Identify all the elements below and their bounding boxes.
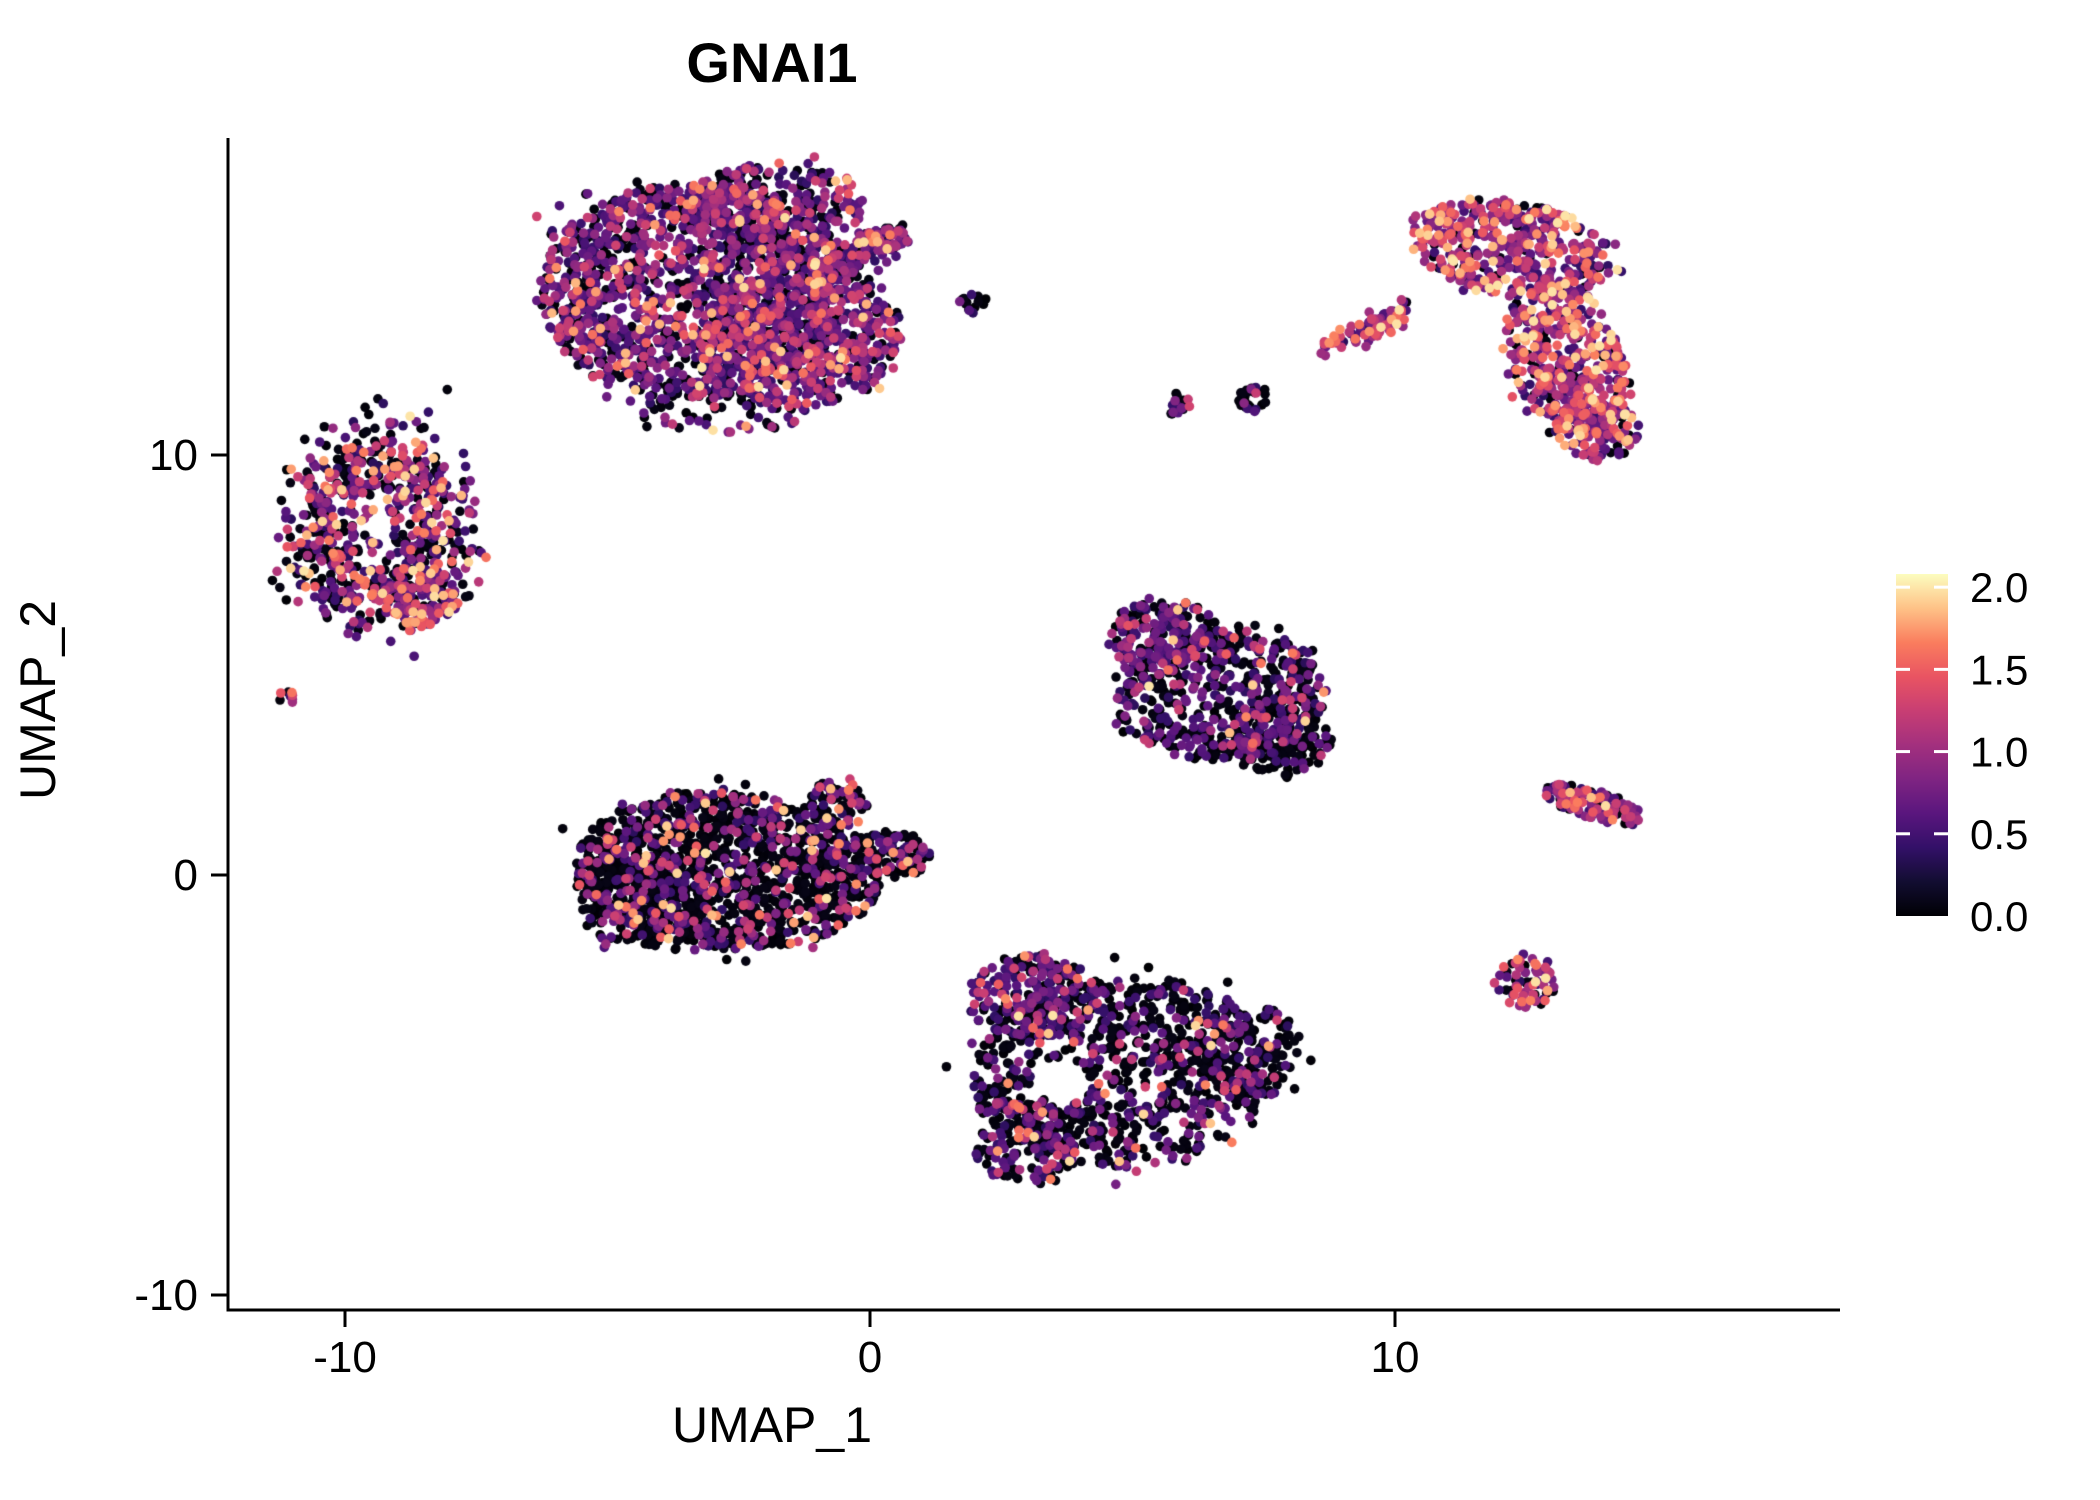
y-axis-label: UMAP_2 <box>10 600 66 800</box>
plot-title: GNAI1 <box>686 31 857 94</box>
x-tick-label: -10 <box>313 1333 377 1382</box>
x-axis-label: UMAP_1 <box>672 1397 872 1453</box>
x-tick-label: 10 <box>1371 1333 1420 1382</box>
colorbar-labels: 2.0 1.5 1.0 0.5 0.0 <box>1970 564 2028 940</box>
colorbar-gradient <box>1896 574 1948 916</box>
y-tick-label: -10 <box>134 1271 198 1320</box>
x-tick-label: 0 <box>858 1333 882 1382</box>
colorbar-legend: 2.0 1.5 1.0 0.5 0.0 <box>1896 564 2028 940</box>
colorbar-tick-label: 0.0 <box>1970 893 2028 940</box>
colorbar-tick-label: 0.5 <box>1970 811 2028 858</box>
colorbar-tick-label: 2.0 <box>1970 564 2028 611</box>
colorbar-ticks <box>1896 585 1948 836</box>
x-axis-ticks: -10 0 10 <box>313 1310 1419 1382</box>
colorbar-tick-label: 1.0 <box>1970 729 2028 776</box>
y-tick-label: 10 <box>149 431 198 480</box>
colorbar-tick-label: 1.5 <box>1970 646 2028 693</box>
y-tick-label: 0 <box>174 851 198 900</box>
y-axis-ticks: -10 0 10 <box>134 431 228 1320</box>
